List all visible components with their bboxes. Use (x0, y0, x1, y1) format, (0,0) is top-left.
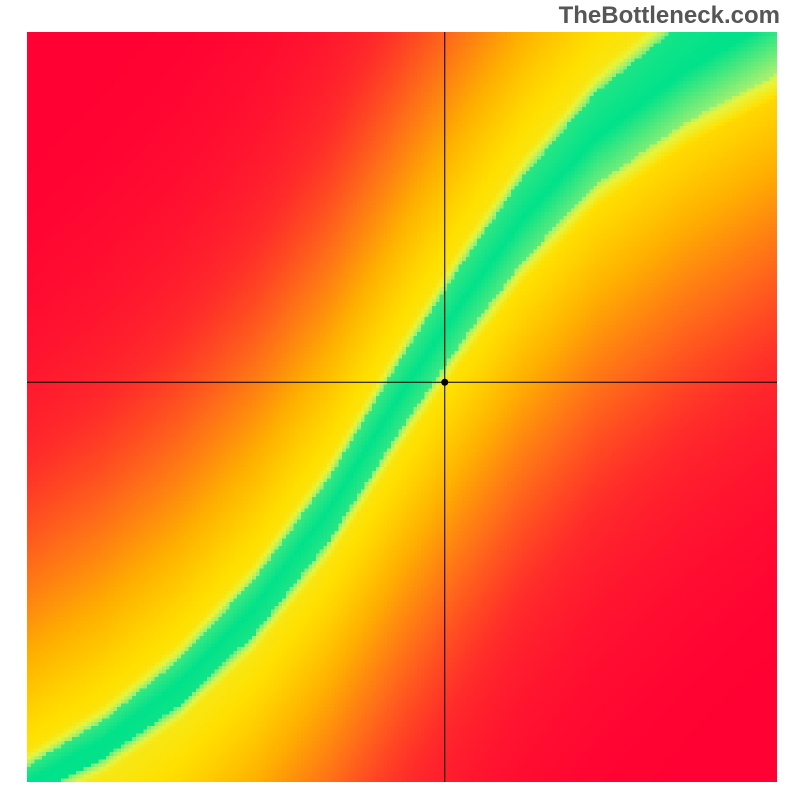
chart-container: { "watermark": { "text": "TheBottleneck.… (0, 0, 800, 800)
bottleneck-heatmap (27, 32, 777, 782)
watermark-text: TheBottleneck.com (559, 2, 780, 30)
